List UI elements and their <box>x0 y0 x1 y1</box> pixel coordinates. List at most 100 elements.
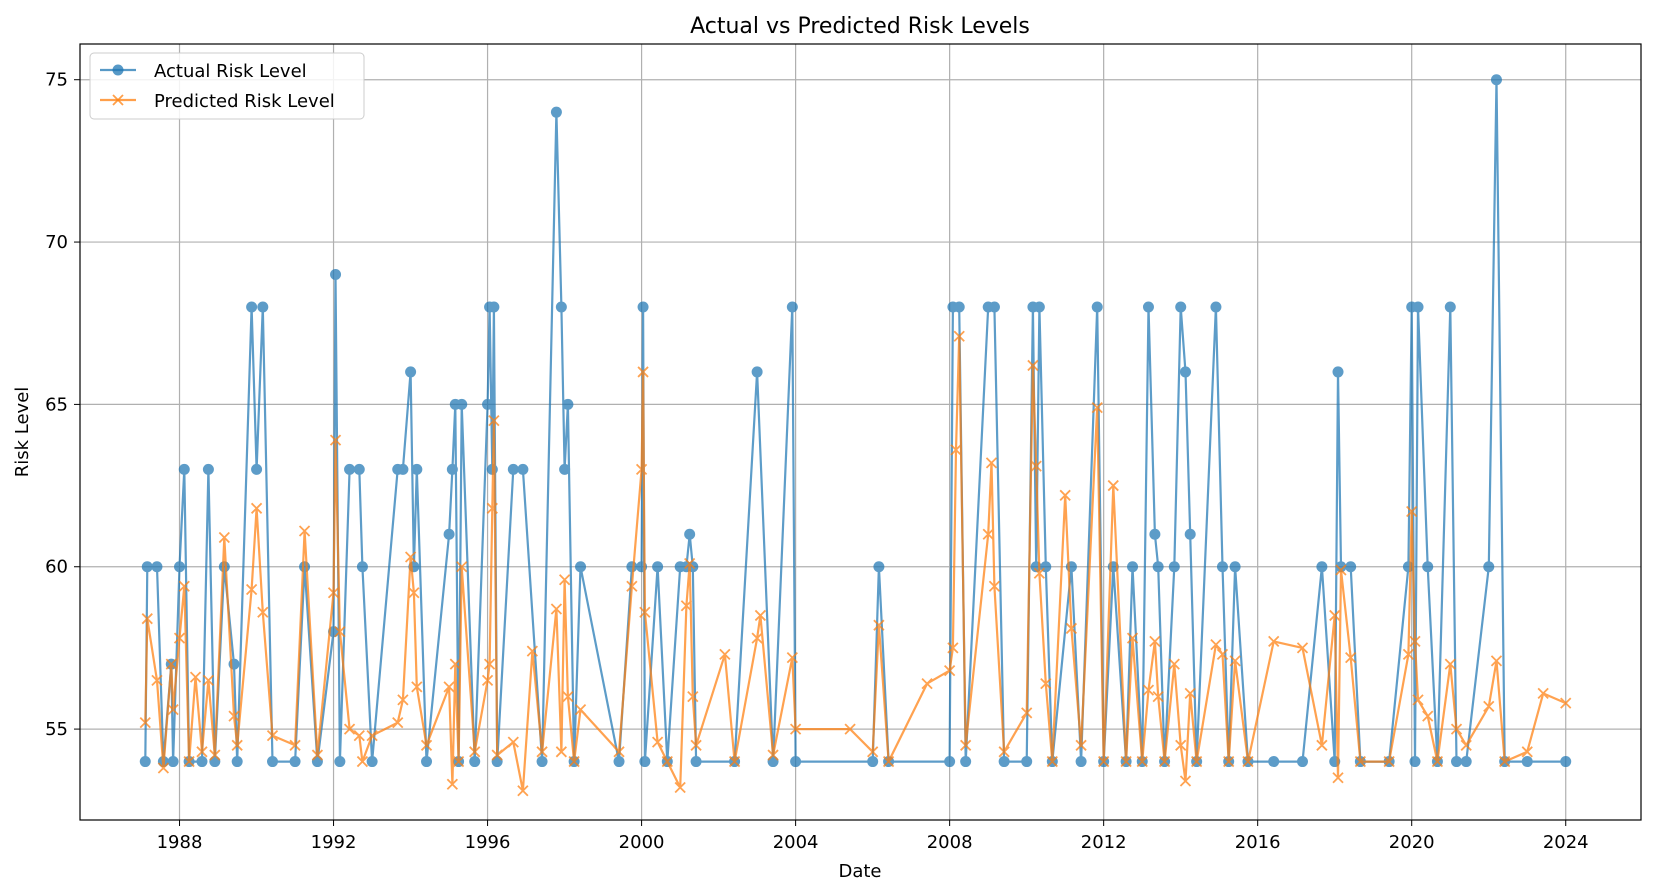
data-point-predicted <box>392 716 404 729</box>
data-point-predicted <box>1354 755 1366 768</box>
data-point-predicted <box>356 755 369 768</box>
data-point-predicted <box>353 729 365 742</box>
data-point-actual <box>867 756 879 768</box>
data-point-actual <box>1168 561 1180 573</box>
data-point-predicted <box>680 600 693 612</box>
data-point-predicted <box>1191 755 1203 768</box>
data-point-predicted <box>550 603 563 615</box>
data-point-predicted <box>786 652 798 664</box>
data-point-predicted <box>1216 648 1229 661</box>
x-tick-label: 2016 <box>1235 832 1281 853</box>
data-point-predicted <box>1184 687 1196 700</box>
data-point-predicted <box>555 746 567 758</box>
data-point-actual <box>998 756 1010 768</box>
x-tick-label: 2012 <box>1081 832 1127 853</box>
data-point-actual <box>1268 756 1280 768</box>
data-point-actual <box>1483 561 1495 573</box>
data-point-actual <box>507 463 519 475</box>
y-tick-label: 70 <box>45 232 68 253</box>
data-point-predicted <box>257 606 269 618</box>
data-point-predicted <box>366 729 378 742</box>
data-point-actual <box>289 756 301 768</box>
x-tick-label: 2008 <box>927 832 973 853</box>
data-point-predicted <box>311 749 324 761</box>
data-point-predicted <box>687 690 699 703</box>
data-point-predicted <box>173 632 186 644</box>
data-point-predicted <box>1046 755 1058 768</box>
data-point-predicted <box>329 434 342 446</box>
data-point-predicted <box>953 330 965 342</box>
data-point-predicted <box>719 648 731 661</box>
data-point-predicted <box>1490 655 1503 667</box>
data-point-actual <box>550 106 562 118</box>
x-tick-label: 1992 <box>311 832 357 853</box>
data-point-predicted <box>1329 609 1341 622</box>
data-point-actual <box>953 301 965 313</box>
y-tick-label: 65 <box>45 394 68 415</box>
data-point-actual <box>446 463 458 475</box>
data-point-actual <box>344 463 356 475</box>
data-point-actual <box>639 756 651 768</box>
data-point-predicted <box>151 674 163 687</box>
data-point-actual <box>559 463 571 475</box>
data-point-actual <box>1335 561 1347 573</box>
legend-label-actual: Actual Risk Level <box>154 61 307 82</box>
data-point-actual <box>626 561 638 573</box>
data-point-predicted <box>1422 710 1434 722</box>
data-point-actual <box>536 756 548 768</box>
data-point-predicted <box>491 749 503 761</box>
data-point-predicted <box>1040 677 1052 690</box>
data-point-predicted <box>536 746 548 758</box>
data-point-actual <box>1210 301 1222 313</box>
data-point-actual <box>1021 756 1033 768</box>
data-point-actual <box>167 756 179 768</box>
data-point-predicted <box>1179 775 1192 787</box>
legend-label-predicted: Predicted Risk Level <box>154 91 335 112</box>
data-point-predicted <box>1033 567 1045 579</box>
data-point-predicted <box>1345 652 1357 664</box>
x-tick-label: 2000 <box>619 832 665 853</box>
data-point-predicted <box>1402 648 1415 661</box>
series-predicted <box>139 330 1572 797</box>
data-point-predicted <box>483 658 496 670</box>
data-point-predicted <box>867 746 879 758</box>
data-point-actual <box>988 301 1000 313</box>
series-layer <box>139 74 1572 797</box>
data-point-predicted <box>1444 658 1456 670</box>
data-point-predicted <box>1383 755 1395 768</box>
y-tick-label: 55 <box>45 719 68 740</box>
data-point-predicted <box>882 755 895 768</box>
data-point-predicted <box>343 723 356 735</box>
data-point-predicted <box>507 736 519 748</box>
data-point-predicted <box>449 658 461 670</box>
data-point-predicted <box>1175 739 1187 751</box>
data-point-predicted <box>998 746 1010 758</box>
data-point-actual <box>1560 756 1572 768</box>
plot-frame <box>79 43 1642 821</box>
y-tick-label: 60 <box>45 557 68 578</box>
data-point-actual <box>637 301 649 313</box>
data-point-predicted <box>250 502 263 514</box>
data-point-predicted <box>1136 755 1148 768</box>
data-point-predicted <box>1332 772 1344 784</box>
data-point-actual <box>1091 301 1103 313</box>
data-point-predicted <box>1229 655 1241 667</box>
data-point-predicted <box>674 781 686 794</box>
data-point-predicted <box>1126 632 1139 644</box>
x-tick-label: 1988 <box>157 832 203 853</box>
data-point-predicted <box>231 739 243 751</box>
data-point-predicted <box>456 561 468 573</box>
data-point-predicted <box>327 587 340 599</box>
data-point-predicted <box>1431 755 1444 768</box>
data-point-predicted <box>1268 635 1280 648</box>
legend: Actual Risk Level Predicted Risk Level <box>89 52 365 120</box>
data-point-actual <box>139 756 151 768</box>
data-point-predicted <box>1107 479 1119 492</box>
data-point-predicted <box>1098 755 1110 768</box>
data-point-actual <box>443 528 455 540</box>
data-point-actual <box>1316 561 1328 573</box>
data-point-actual <box>517 463 529 475</box>
data-point-predicted <box>568 755 580 768</box>
data-point-predicted <box>298 525 311 537</box>
